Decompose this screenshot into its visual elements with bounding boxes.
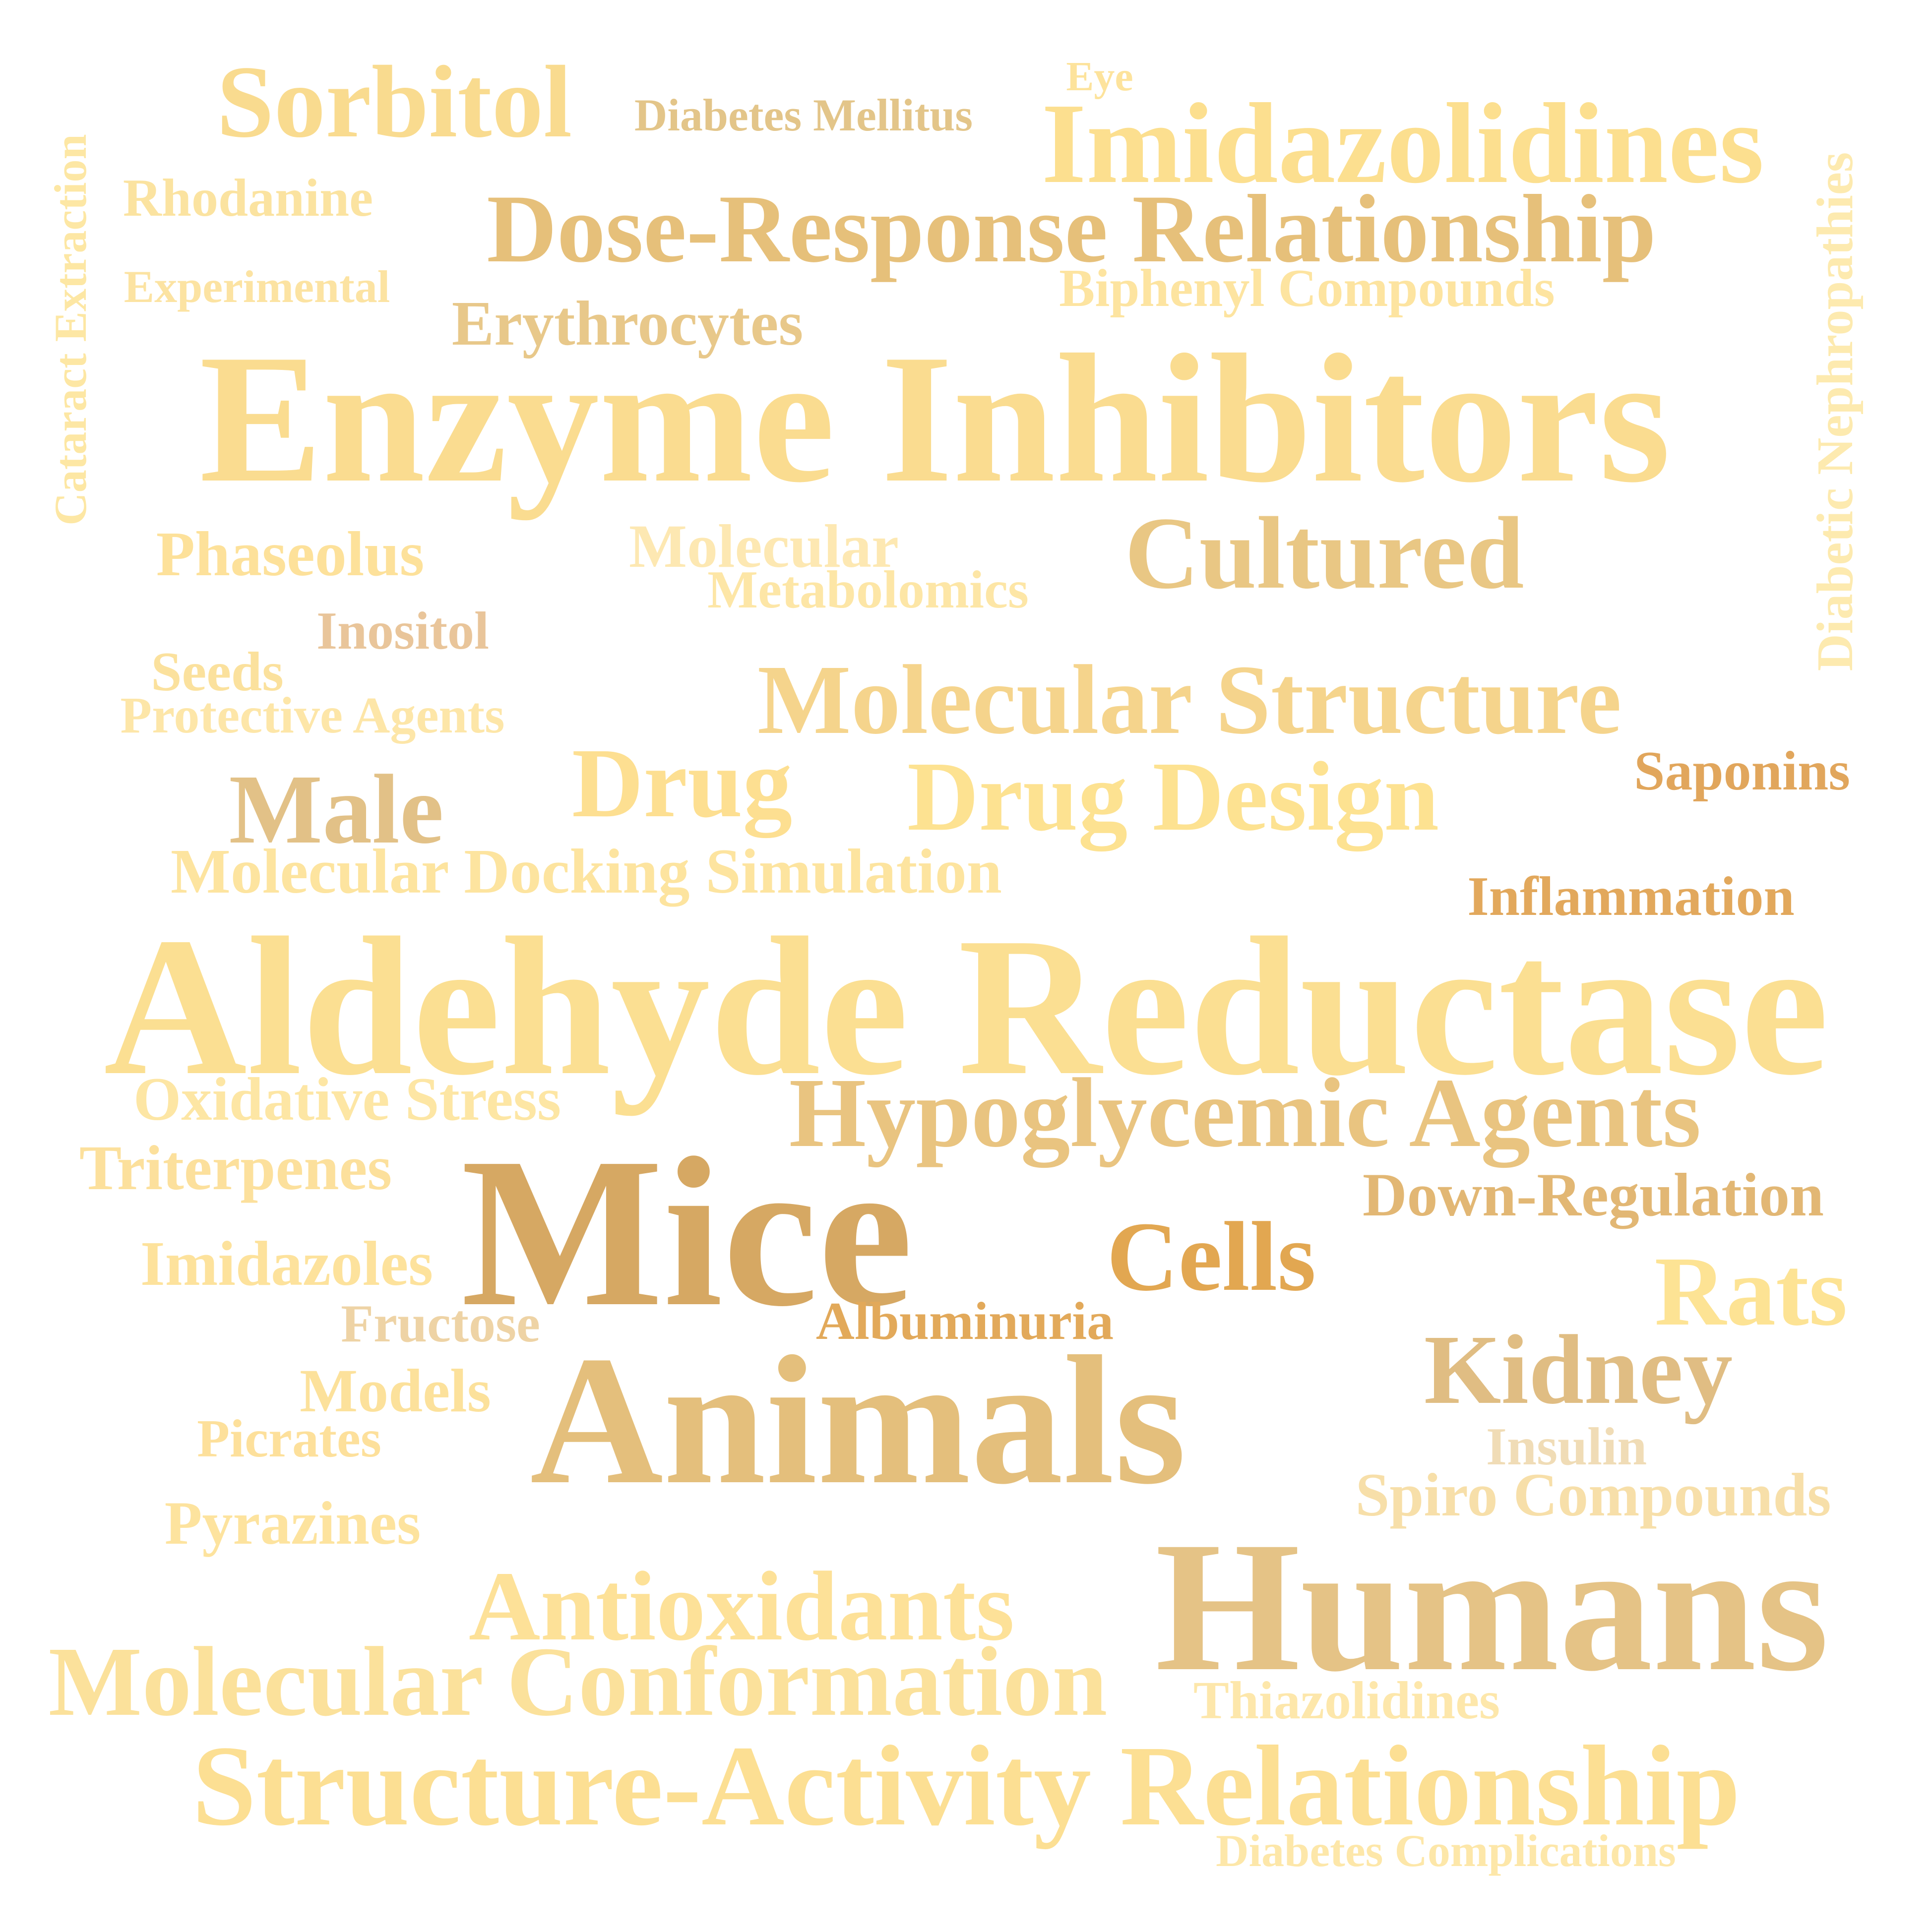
- word-fructose: Fructose: [341, 1294, 540, 1353]
- word-aldehyde-reductase: Aldehyde Reductase: [104, 897, 1829, 1116]
- word-molecular-docking-simulation: Molecular Docking Simulation: [171, 836, 1002, 906]
- word-saponins: Saponins: [1634, 740, 1850, 802]
- word-spiro-compounds: Spiro Compounds: [1355, 1461, 1831, 1529]
- word-seeds: Seeds: [151, 641, 284, 703]
- word-metabolomics: Metabolomics: [707, 560, 1029, 619]
- word-picrates: Picrates: [197, 1409, 381, 1468]
- word-structure-activity-relationship: Structure-Activity Relationship: [192, 1722, 1741, 1850]
- word-thiazolidines: Thiazolidines: [1193, 1671, 1500, 1730]
- word-models: Models: [300, 1357, 491, 1425]
- word-sorbitol: Sorbitol: [216, 45, 572, 159]
- word-hypoglycemic-agents: Hypoglycemic Agents: [789, 1058, 1701, 1168]
- word-diabetic-nephropathies: Diabetic Nephropathies: [1807, 152, 1864, 671]
- word-molecular-structure: Molecular Structure: [757, 645, 1622, 755]
- word-insulin: Insulin: [1486, 1417, 1647, 1476]
- word-male: Male: [229, 755, 444, 864]
- word-humans: Humans: [1155, 1504, 1829, 1710]
- word-drug-design: Drug Design: [907, 742, 1439, 851]
- word-dose-response-relationship: Dose-Response Relationship: [487, 175, 1656, 283]
- word-molecular: Molecular: [628, 512, 899, 580]
- word-enzyme-inhibitors: Enzyme Inhibitors: [199, 317, 1671, 521]
- word-triterpenes: Triterpenes: [79, 1133, 392, 1203]
- word-imidazoles: Imidazoles: [140, 1228, 434, 1299]
- word-experimental: Experimental: [124, 261, 390, 312]
- word-biphenyl-compounds: Biphenyl Compounds: [1059, 259, 1555, 318]
- word-drug: Drug: [571, 728, 793, 838]
- word-erythrocytes: Erythrocytes: [451, 288, 804, 359]
- word-imidazolidines: Imidazolidines: [1041, 80, 1764, 207]
- word-albuminuria: Albuminuria: [815, 1292, 1114, 1351]
- word-rats: Rats: [1654, 1237, 1848, 1346]
- word-diabetes-mellitus: Diabetes Mellitus: [634, 90, 973, 140]
- word-molecular-conformation: Molecular Conformation: [48, 1627, 1108, 1737]
- word-cataract-extraction: Cataract Extraction: [45, 134, 96, 526]
- word-protective-agents: Protective Agents: [120, 687, 505, 744]
- word-mice: Mice: [461, 1114, 913, 1351]
- word-oxidative-stress: Oxidative Stress: [133, 1065, 561, 1133]
- word-down-regulation: Down-Regulation: [1362, 1161, 1824, 1229]
- word-antioxidants: Antioxidants: [468, 1552, 1015, 1661]
- word-inositol: Inositol: [316, 602, 490, 661]
- word-cells: Cells: [1106, 1202, 1316, 1312]
- word-pyrazines: Pyrazines: [164, 1489, 421, 1557]
- word-phaseolus: Phaseolus: [156, 519, 425, 589]
- word-diabetes-complications: Diabetes Complications: [1216, 1825, 1676, 1876]
- word-animals: Animals: [530, 1319, 1186, 1522]
- word-inflammation: Inflammation: [1467, 866, 1795, 927]
- word-kidney: Kidney: [1424, 1315, 1733, 1425]
- word-eye: Eye: [1066, 54, 1133, 100]
- word-cultured: Cultured: [1124, 496, 1524, 610]
- word-rhodanine: Rhodanine: [123, 169, 374, 228]
